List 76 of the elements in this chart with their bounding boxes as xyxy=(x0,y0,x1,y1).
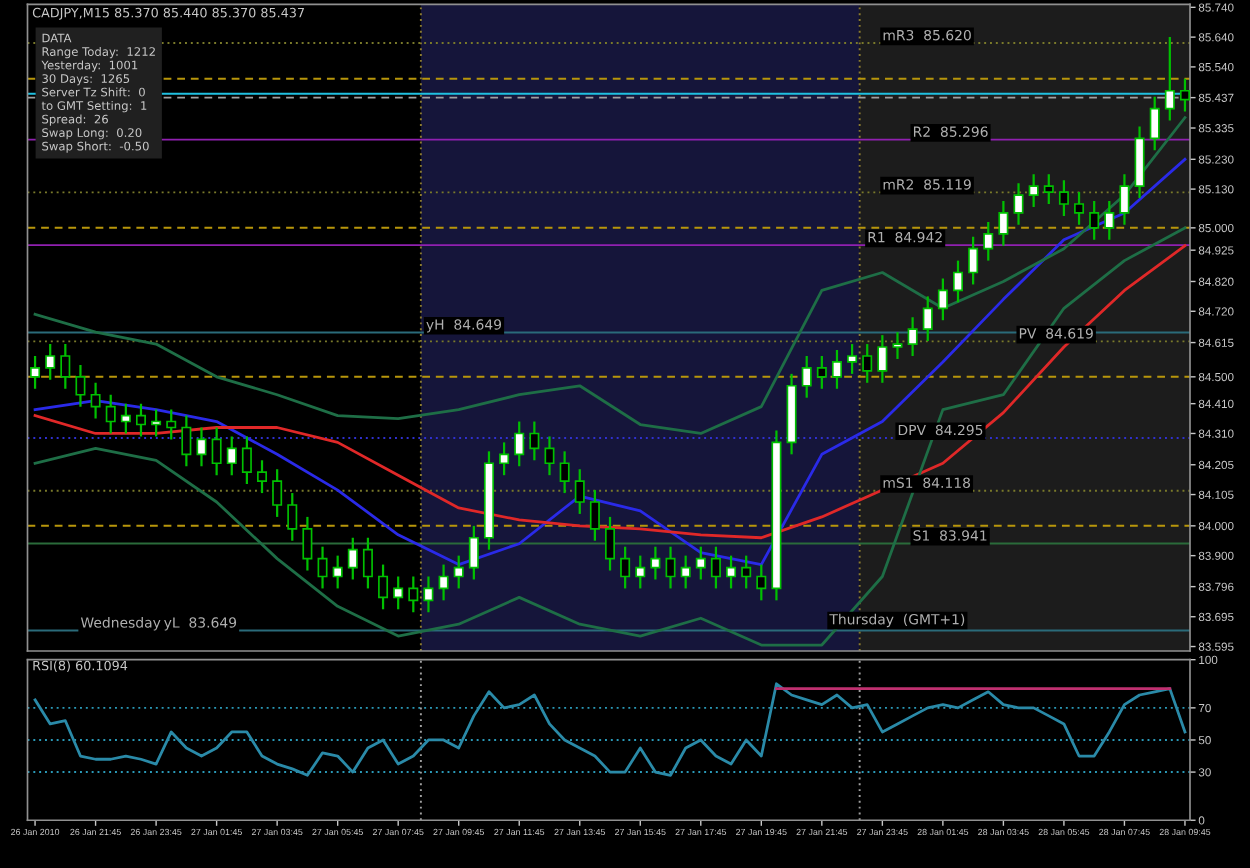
candlestick xyxy=(953,259,964,304)
candlestick xyxy=(241,435,252,486)
candlestick xyxy=(1043,173,1054,206)
candlestick xyxy=(574,468,585,516)
candlestick xyxy=(211,426,222,477)
candlestick xyxy=(287,491,298,542)
candlestick xyxy=(665,545,676,590)
candlestick xyxy=(847,342,858,375)
candlestick xyxy=(408,575,419,614)
candlestick xyxy=(710,545,721,590)
candlestick xyxy=(529,420,540,462)
candlestick xyxy=(1134,125,1145,200)
candlestick xyxy=(998,199,1009,247)
candlestick xyxy=(831,348,842,390)
candlestick xyxy=(317,545,328,590)
candlestick xyxy=(302,515,313,572)
candlestick xyxy=(332,554,343,590)
candlestick xyxy=(726,554,737,590)
candlestick xyxy=(105,393,116,435)
candlestick xyxy=(499,441,510,477)
candlestick xyxy=(1149,95,1160,152)
candlestick xyxy=(1119,173,1130,226)
candlestick xyxy=(605,515,616,572)
candlestick xyxy=(1074,190,1085,226)
line-series xyxy=(33,244,1187,540)
candlestick xyxy=(423,575,434,614)
candlestick xyxy=(801,354,812,399)
candlestick xyxy=(1089,199,1100,241)
candlestick xyxy=(635,554,646,590)
candlestick xyxy=(45,342,56,381)
line-series xyxy=(33,226,1187,647)
candlestick xyxy=(695,545,706,581)
candlestick xyxy=(1013,182,1024,226)
candlestick xyxy=(620,545,631,590)
candlestick xyxy=(907,316,918,358)
candlestick xyxy=(877,334,888,384)
candlestick xyxy=(1028,173,1039,209)
candlestick xyxy=(347,536,358,581)
candlestick xyxy=(151,408,162,438)
candlestick xyxy=(226,435,237,477)
candlestick xyxy=(1164,36,1175,122)
candlestick xyxy=(559,450,570,495)
candlestick xyxy=(983,220,994,262)
candlestick xyxy=(756,563,767,602)
line-series xyxy=(33,116,1187,435)
candlestick xyxy=(90,381,101,420)
candlestick xyxy=(257,459,268,495)
candlestick xyxy=(741,554,752,590)
candlestick xyxy=(362,536,373,590)
candlestick xyxy=(544,435,555,477)
candlestick xyxy=(922,295,933,343)
candlestick xyxy=(514,420,525,468)
candlestick xyxy=(120,402,131,435)
candlestick xyxy=(816,354,827,390)
candlestick xyxy=(937,277,948,322)
candlestick xyxy=(272,468,283,519)
candlestick xyxy=(968,235,979,286)
candlestick xyxy=(30,354,41,390)
candlestick xyxy=(1058,179,1069,218)
candlestick xyxy=(1104,199,1115,241)
candlestick xyxy=(181,414,192,468)
line-series xyxy=(33,682,1187,777)
candlestick xyxy=(589,488,600,542)
candlestick xyxy=(393,575,404,611)
candlestick xyxy=(862,342,873,384)
candlestick xyxy=(166,408,177,441)
candlestick xyxy=(453,554,464,590)
candlestick xyxy=(75,363,86,408)
candlestick xyxy=(378,563,389,611)
candlestick xyxy=(468,524,479,581)
candlestick xyxy=(438,563,449,602)
candlestick xyxy=(680,554,691,590)
candlestick xyxy=(650,545,661,581)
candlestick xyxy=(60,342,71,390)
candlestick xyxy=(892,331,903,361)
candlestick xyxy=(135,402,146,438)
